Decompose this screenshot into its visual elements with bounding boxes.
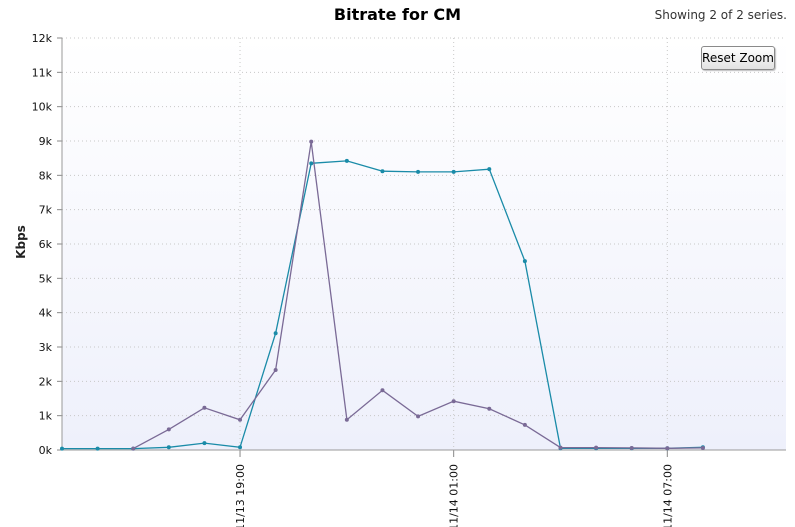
data-point[interactable] xyxy=(522,422,527,427)
data-point[interactable] xyxy=(344,158,349,163)
y-tick-label: 8k xyxy=(39,169,53,182)
data-point[interactable] xyxy=(238,417,243,422)
grid-layer xyxy=(62,37,786,450)
data-point[interactable] xyxy=(95,446,100,451)
y-tick-label: 7k xyxy=(39,204,53,217)
data-point[interactable] xyxy=(166,427,171,432)
y-tick-label: 10k xyxy=(32,101,53,114)
x-tick-label: 11/14 07:00 xyxy=(661,464,674,527)
data-point[interactable] xyxy=(309,161,314,166)
data-point[interactable] xyxy=(166,445,171,450)
y-tick-label: 0k xyxy=(39,444,53,457)
y-tick-label: 2k xyxy=(39,375,53,388)
data-point[interactable] xyxy=(451,169,456,174)
y-tick-label: 6k xyxy=(39,238,53,251)
data-point[interactable] xyxy=(202,405,207,410)
data-point[interactable] xyxy=(344,417,349,422)
reset-zoom-button[interactable]: Reset Zoom xyxy=(701,46,775,70)
axis-layer: 0k 1k 2k 3k 4k 5k 6k 7k 8k 9k 10k 11k 12k 11/13 19:00… xyxy=(32,32,786,527)
y-tick-label: 4k xyxy=(39,307,53,320)
series-layer xyxy=(60,139,705,451)
y-axis-label: Kbps xyxy=(14,225,28,259)
data-point[interactable] xyxy=(380,388,385,393)
y-tick-label: 3k xyxy=(39,341,53,354)
data-point[interactable] xyxy=(202,441,207,446)
data-point[interactable] xyxy=(416,414,421,419)
data-point[interactable] xyxy=(273,368,278,373)
y-tick-label: 1k xyxy=(39,410,53,423)
x-tick-label: 11/14 01:00 xyxy=(448,464,461,527)
y-tick-label: 12k xyxy=(32,32,53,45)
data-point[interactable] xyxy=(522,259,527,264)
data-point[interactable] xyxy=(380,169,385,174)
data-point[interactable] xyxy=(594,445,599,450)
data-point[interactable] xyxy=(309,139,314,144)
x-tick-label: 11/13 19:00 xyxy=(234,464,247,527)
data-point[interactable] xyxy=(60,446,64,451)
chart-title: Bitrate for CM xyxy=(333,5,462,24)
data-point[interactable] xyxy=(629,445,634,450)
data-point[interactable] xyxy=(700,445,705,450)
data-point[interactable] xyxy=(487,406,492,411)
data-point[interactable] xyxy=(238,445,243,450)
data-point[interactable] xyxy=(273,331,278,336)
y-tick-label: 9k xyxy=(39,135,53,148)
y-tick-label: 11k xyxy=(32,66,53,79)
series-info: Showing 2 of 2 series. xyxy=(654,8,787,22)
data-point[interactable] xyxy=(558,445,563,450)
data-point[interactable] xyxy=(451,399,456,404)
data-point[interactable] xyxy=(487,167,492,172)
y-tick-label: 5k xyxy=(39,272,53,285)
data-point[interactable] xyxy=(416,169,421,174)
data-point[interactable] xyxy=(665,446,670,451)
data-point[interactable] xyxy=(131,446,136,451)
